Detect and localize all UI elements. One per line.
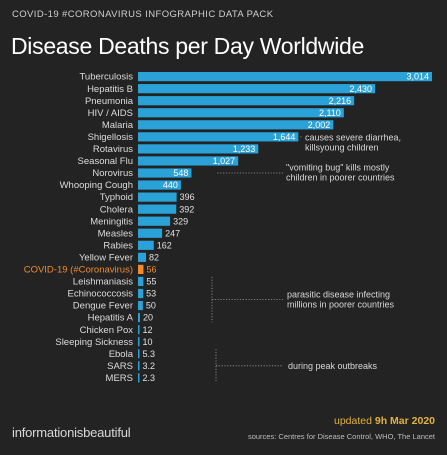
- bar-rabies: [138, 240, 154, 250]
- bar-mers: [138, 373, 140, 383]
- bar-measles: [138, 228, 163, 238]
- value-label-hiv-aids: 2,110: [319, 108, 341, 118]
- annotation-norovirus-line-2: children in poorer countries: [286, 172, 395, 182]
- bar-yellow-fever: [138, 252, 146, 262]
- bar-echinococcosis: [138, 288, 144, 299]
- value-label-norovirus: 548: [173, 168, 188, 178]
- category-label-rotavirus: Rotavirus: [93, 144, 133, 155]
- category-label-seasonal-flu: Seasonal Flu: [78, 156, 133, 167]
- value-label-seasonal-flu: 1,027: [213, 156, 236, 166]
- category-label-echinococcosis: Echinococcosis: [68, 289, 134, 300]
- bar-tuberculosis: [138, 72, 432, 82]
- value-label-measles: 247: [165, 228, 180, 238]
- category-label-hiv-aids: HIV / AIDS: [88, 108, 133, 119]
- bar-sleeping-sickness: [138, 337, 140, 347]
- bar-whooping-cough: [138, 180, 181, 190]
- category-label-sars: SARS: [107, 361, 133, 372]
- value-label-leishmaniasis: 55: [146, 277, 156, 287]
- value-label-dengue-fever: 50: [146, 301, 156, 311]
- bar-leishmaniasis: [138, 276, 144, 287]
- value-label-covid-19-coronavirus: 56: [146, 265, 156, 275]
- category-label-chicken-pox: Chicken Pox: [80, 325, 134, 336]
- category-label-covid-19-coronavirus: COVID-19 (#Coronavirus): [24, 265, 133, 276]
- category-label-leishmaniasis: Leishmaniasis: [73, 277, 133, 288]
- value-label-hepatitis-b: 2,430: [350, 84, 373, 94]
- value-label-yellow-fever: 82: [149, 252, 159, 262]
- category-label-typhoid: Typhoid: [100, 192, 133, 203]
- value-label-whooping-cough: 440: [163, 180, 178, 190]
- value-label-chicken-pox: 12: [143, 325, 153, 335]
- value-label-sars: 3.2: [143, 361, 156, 371]
- bar-norovirus: [138, 168, 192, 178]
- category-label-rabies: Rabies: [103, 240, 133, 251]
- value-label-tuberculosis: 3,014: [406, 72, 429, 82]
- kicker-text: COVID-19 #CORONAVIRUS INFOGRAPHIC DATA P…: [12, 9, 274, 20]
- value-label-sleeping-sickness: 10: [143, 337, 153, 347]
- category-label-pneumonia: Pneumonia: [85, 96, 134, 107]
- chart-title: Disease Deaths per Day Worldwide: [11, 33, 365, 59]
- bar-seasonal-flu: [138, 156, 239, 166]
- bar-shigellosis: [138, 132, 299, 142]
- category-label-measles: Measles: [98, 228, 134, 239]
- value-label-typhoid: 396: [180, 192, 195, 202]
- value-label-pneumonia: 2,216: [329, 96, 352, 106]
- category-label-ebola: Ebola: [109, 349, 134, 360]
- category-label-shigellosis: Shigellosis: [88, 132, 134, 143]
- category-label-sleeping-sickness: Sleeping Sickness: [55, 337, 133, 348]
- bar-sars: [138, 361, 140, 371]
- bar-covid-19-coronavirus: [138, 264, 144, 274]
- bar-pneumonia: [138, 96, 355, 106]
- bar-rotavirus: [138, 144, 259, 154]
- bar-cholera: [138, 204, 177, 214]
- value-label-echinococcosis: 53: [146, 289, 156, 299]
- category-label-dengue-fever: Dengue Fever: [73, 301, 133, 312]
- annotation-leishmaniasis-line-2: millions in poorer countries: [287, 300, 395, 310]
- category-label-meningitis: Meningitis: [90, 216, 133, 227]
- category-label-hepatitis-a: Hepatitis A: [88, 313, 134, 324]
- category-label-tuberculosis: Tuberculosis: [79, 72, 133, 83]
- updated-prefix: updated: [334, 415, 375, 427]
- category-label-mers: MERS: [106, 373, 133, 384]
- bar-dengue-fever: [138, 300, 143, 311]
- bar-typhoid: [138, 192, 177, 202]
- bar-meningitis: [138, 216, 171, 226]
- category-label-whooping-cough: Whooping Cough: [60, 180, 133, 191]
- category-label-yellow-fever: Yellow Fever: [79, 252, 133, 263]
- bar-ebola: [138, 349, 140, 359]
- value-label-rotavirus: 1,233: [233, 144, 256, 154]
- category-label-hepatitis-b: Hepatitis B: [87, 84, 133, 95]
- value-label-cholera: 392: [179, 204, 194, 214]
- annotation-shigellosis-line-1: causes severe diarrhea,: [305, 132, 401, 142]
- bar-hiv-aids: [138, 108, 344, 118]
- value-label-malaria: 2,002: [308, 120, 331, 130]
- annotation-leishmaniasis-line-1: parasitic disease infecting: [287, 290, 390, 300]
- sources-text: sources: Centres for Disease Control, WH…: [247, 432, 435, 441]
- value-label-shigellosis: 1,644: [273, 132, 296, 142]
- updated-date-value: 9h Mar 2020: [374, 415, 435, 427]
- bar-malaria: [138, 120, 334, 130]
- annotation-shigellosis-line-2: killsyoung children: [305, 142, 379, 152]
- value-label-hepatitis-a: 20: [143, 313, 153, 323]
- value-label-meningitis: 329: [173, 216, 188, 226]
- value-label-mers: 2.3: [143, 373, 156, 383]
- category-label-malaria: Malaria: [102, 120, 134, 131]
- updated-date: updated 9h Mar 2020: [334, 415, 435, 427]
- category-label-cholera: Cholera: [100, 204, 134, 215]
- annotation-norovirus-line-1: "vomiting bug" kills mostly: [286, 162, 390, 172]
- value-label-rabies: 162: [157, 240, 172, 250]
- value-label-ebola: 5.3: [143, 349, 156, 359]
- bar-hepatitis-a: [138, 313, 140, 323]
- category-label-norovirus: Norovirus: [92, 168, 133, 179]
- brand-logo-text: informationisbeautiful: [12, 425, 131, 440]
- bar-chicken-pox: [138, 325, 140, 335]
- annotation-ebola-line-1: during peak outbreaks: [288, 361, 378, 371]
- bar-hepatitis-b: [138, 84, 376, 94]
